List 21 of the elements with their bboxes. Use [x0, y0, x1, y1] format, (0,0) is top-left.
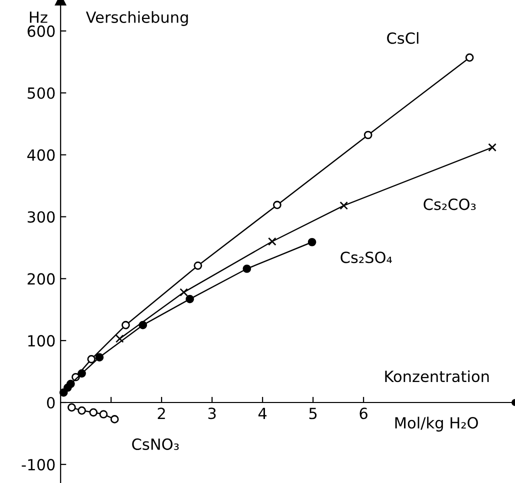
- text: Verschiebung: [86, 11, 188, 26]
- y-tick-label: -100: [22, 458, 55, 470]
- y-tick-label: 0: [47, 396, 55, 409]
- x-tick-label: 5: [309, 408, 317, 420]
- series-label: CsNO₃: [132, 438, 179, 450]
- y-tick-label: 600: [28, 25, 55, 37]
- y-tick-label: 100: [28, 335, 55, 347]
- text: CsCl: [387, 32, 418, 44]
- x-tick-label: 2: [158, 408, 165, 419]
- y-axis-title: Hz: [30, 12, 48, 23]
- series-label: Cs₂CO₃: [424, 198, 476, 210]
- x-tick-label: 4: [258, 408, 267, 419]
- x-axis-title: Konzentration: [385, 370, 489, 382]
- y-tick-label: 200: [28, 273, 55, 285]
- x-tick-label: 3: [208, 408, 216, 420]
- y-tick-label: 500: [28, 87, 55, 99]
- series-label: Cs₂SO₄: [340, 252, 392, 264]
- y-tick-label: 300: [28, 211, 55, 223]
- x-tick-label: 6: [360, 408, 368, 420]
- y-tick-label: 400: [27, 149, 55, 161]
- annotation: Mol/kg H₂O: [395, 416, 478, 432]
